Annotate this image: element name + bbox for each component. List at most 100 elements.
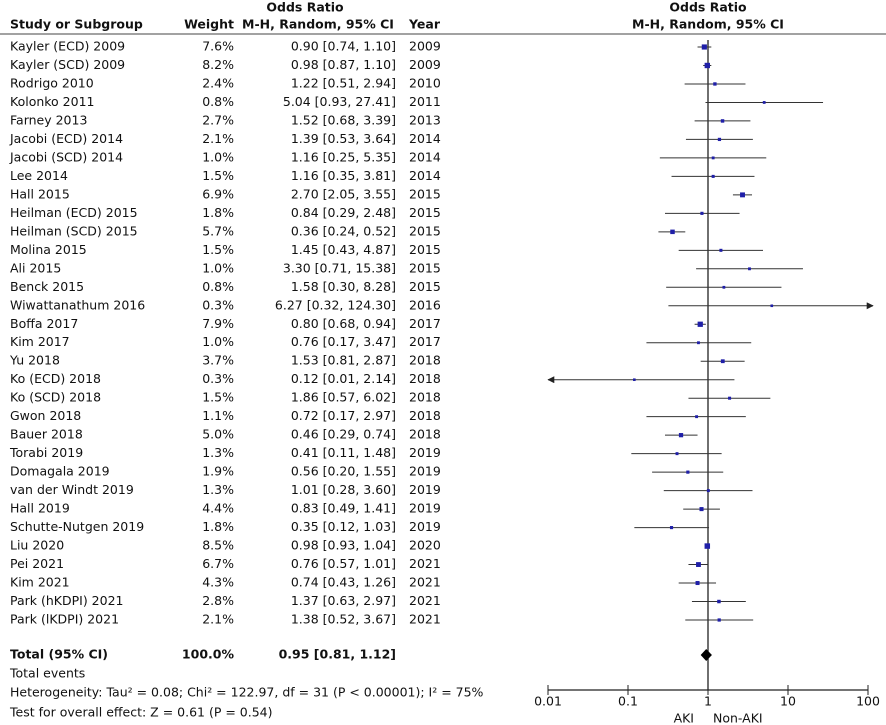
study-name: Kolonko 2011 xyxy=(10,94,95,109)
year: 2014 xyxy=(409,149,441,164)
point-estimate xyxy=(701,44,707,50)
year: 2014 xyxy=(409,131,441,146)
year: 2019 xyxy=(409,501,441,516)
year: 2011 xyxy=(409,94,441,109)
point-estimate xyxy=(697,321,703,327)
odds-ratio-ci: 1.58 [0.30, 8.28] xyxy=(291,279,396,294)
weight: 1.9% xyxy=(202,464,234,479)
point-estimate xyxy=(697,341,700,345)
plot-header: Odds Ratio xyxy=(669,0,747,15)
group-header: Odds Ratio xyxy=(266,0,344,15)
odds-ratio-ci: 1.53 [0.81, 2.87] xyxy=(291,353,396,368)
year: 2021 xyxy=(409,612,441,627)
year: 2018 xyxy=(409,371,441,386)
point-estimate xyxy=(678,433,684,438)
study-name: Hall 2015 xyxy=(10,186,70,201)
weight: 6.9% xyxy=(202,186,234,201)
study-name: Boffa 2017 xyxy=(10,316,78,331)
x-tick-label: 0.01 xyxy=(534,694,562,709)
point-estimate xyxy=(704,62,710,69)
odds-ratio-ci: 0.80 [0.68, 0.94] xyxy=(291,316,396,331)
odds-ratio-ci: 1.22 [0.51, 2.94] xyxy=(291,75,396,90)
weight: 0.8% xyxy=(202,94,234,109)
study-name: Domagala 2019 xyxy=(10,464,110,479)
point-estimate xyxy=(740,192,745,198)
point-estimate xyxy=(706,489,710,493)
year: 2018 xyxy=(409,390,441,405)
point-estimate xyxy=(686,470,690,474)
study-name: Benck 2015 xyxy=(10,279,84,294)
study-name: Kayler (ECD) 2009 xyxy=(10,39,125,54)
odds-ratio-ci: 1.45 [0.43, 4.87] xyxy=(291,242,396,257)
year: 2021 xyxy=(409,593,441,608)
weight: 7.9% xyxy=(202,316,234,331)
odds-ratio-ci: 3.30 [0.71, 15.38] xyxy=(283,260,396,275)
study-name: Heilman (SCD) 2015 xyxy=(10,223,138,238)
footnote: Test for overall effect: Z = 0.61 (P = 0… xyxy=(9,705,273,720)
odds-ratio-ci: 0.98 [0.93, 1.04] xyxy=(291,538,396,553)
study-name: Farney 2013 xyxy=(10,112,87,127)
odds-ratio-ci: 0.76 [0.17, 3.47] xyxy=(291,334,396,349)
weight: 0.3% xyxy=(202,297,234,312)
column-header: M-H, Random, 95% CI xyxy=(242,17,394,32)
weight: 2.1% xyxy=(202,131,234,146)
point-estimate xyxy=(675,452,679,456)
odds-ratio-ci: 1.38 [0.52, 3.67] xyxy=(291,612,396,627)
year: 2015 xyxy=(409,260,441,275)
total-weight: 100.0% xyxy=(182,647,235,662)
year: 2018 xyxy=(409,353,441,368)
year: 2017 xyxy=(409,316,441,331)
weight: 2.8% xyxy=(202,593,234,608)
year: 2010 xyxy=(409,75,441,90)
point-estimate xyxy=(696,562,701,567)
odds-ratio-ci: 0.90 [0.74, 1.10] xyxy=(291,39,396,54)
odds-ratio-ci: 1.52 [0.68, 3.39] xyxy=(291,112,396,127)
year: 2021 xyxy=(409,556,441,571)
study-name: Jacobi (ECD) 2014 xyxy=(9,131,123,146)
weight: 1.5% xyxy=(202,168,234,183)
total-ci: 0.95 [0.81, 1.12] xyxy=(279,647,396,662)
weight: 0.8% xyxy=(202,279,234,294)
weight: 8.2% xyxy=(202,57,234,72)
study-name: Schutte-Nutgen 2019 xyxy=(10,519,144,534)
weight: 1.0% xyxy=(202,260,234,275)
weight: 1.0% xyxy=(202,334,234,349)
weight: 4.4% xyxy=(202,501,234,516)
weight: 5.7% xyxy=(202,223,234,238)
study-name: Park (hKDPI) 2021 xyxy=(10,593,124,608)
odds-ratio-ci: 1.16 [0.25, 5.35] xyxy=(291,149,396,164)
x-tick-label: 1 xyxy=(704,694,712,709)
point-estimate xyxy=(670,229,675,235)
weight: 0.3% xyxy=(202,371,234,386)
study-name: Ko (ECD) 2018 xyxy=(10,371,101,386)
plot-header: M-H, Random, 95% CI xyxy=(632,17,784,32)
odds-ratio-ci: 0.12 [0.01, 2.14] xyxy=(291,371,396,386)
point-estimate xyxy=(720,119,725,123)
odds-ratio-ci: 0.56 [0.20, 1.55] xyxy=(291,464,396,479)
weight: 1.8% xyxy=(202,205,234,220)
study-name: Pei 2021 xyxy=(10,556,64,571)
odds-ratio-ci: 0.76 [0.57, 1.01] xyxy=(291,556,396,571)
odds-ratio-ci: 0.46 [0.29, 0.74] xyxy=(291,427,396,442)
weight: 2.4% xyxy=(202,75,234,90)
x-tick-label: 10 xyxy=(780,694,796,709)
odds-ratio-ci: 1.39 [0.53, 3.64] xyxy=(291,131,396,146)
weight: 7.6% xyxy=(202,39,234,54)
study-name: Kim 2017 xyxy=(10,334,70,349)
point-estimate xyxy=(713,82,717,86)
year: 2015 xyxy=(409,242,441,257)
study-name: Liu 2020 xyxy=(10,538,64,553)
point-estimate xyxy=(762,101,766,104)
odds-ratio-ci: 2.70 [2.05, 3.55] xyxy=(291,186,396,201)
year: 2015 xyxy=(409,205,441,220)
point-estimate xyxy=(717,137,722,142)
weight: 1.1% xyxy=(202,408,234,423)
study-name: Ali 2015 xyxy=(10,260,61,275)
year: 2015 xyxy=(409,186,441,201)
weight: 1.8% xyxy=(202,519,234,534)
study-name: Gwon 2018 xyxy=(10,408,81,423)
point-estimate xyxy=(728,396,732,400)
column-header: Weight xyxy=(184,17,234,32)
